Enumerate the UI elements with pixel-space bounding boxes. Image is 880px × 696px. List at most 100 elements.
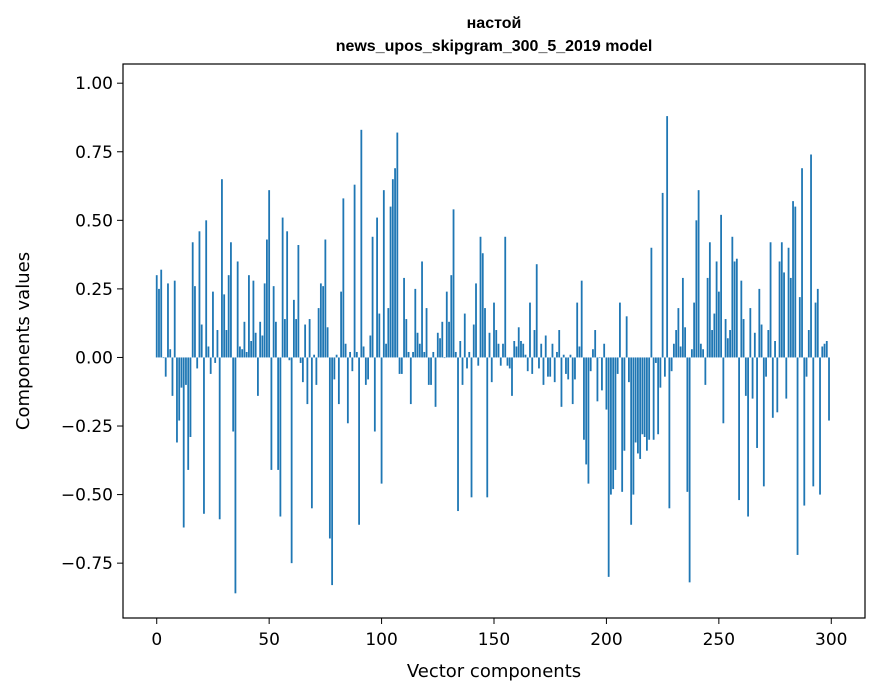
bar-139 — [468, 351, 471, 358]
bar-198 — [601, 357, 603, 391]
bar-243 — [702, 349, 705, 358]
bar-234 — [681, 277, 684, 358]
bar-284 — [794, 206, 797, 358]
bar-24 — [209, 357, 212, 374]
bar-105 — [391, 179, 394, 358]
y-tick-label-6: −0.50 — [61, 486, 113, 506]
bar-156 — [506, 357, 509, 366]
bar-47 — [261, 335, 264, 358]
bar-13 — [185, 357, 187, 385]
bar-64 — [299, 357, 302, 363]
bar-258 — [735, 258, 738, 358]
bar-45 — [257, 357, 259, 396]
bar-288 — [803, 357, 806, 506]
bar-247 — [711, 330, 713, 358]
bar-80 — [335, 354, 338, 358]
bar-135 — [459, 341, 462, 358]
bar-11 — [180, 357, 183, 388]
x-tick-label-5: 250 — [703, 630, 735, 650]
bar-91 — [360, 129, 363, 358]
bar-209 — [625, 316, 628, 358]
bar-66 — [304, 324, 307, 358]
bar-172 — [542, 357, 545, 385]
y-tick-label-7: −0.75 — [61, 554, 113, 574]
bar-202 — [610, 357, 612, 495]
bar-144 — [479, 236, 482, 358]
bar-92 — [362, 346, 365, 358]
bar-61 — [292, 299, 295, 358]
bar-263 — [747, 357, 749, 517]
bar-293 — [814, 302, 817, 358]
bar-195 — [594, 330, 597, 358]
bar-158 — [511, 357, 513, 396]
bar-175 — [549, 357, 552, 377]
bar-8 — [173, 280, 176, 358]
bar-65 — [301, 357, 304, 383]
bar-165 — [526, 357, 529, 372]
bar-99 — [378, 313, 381, 358]
bar-211 — [630, 357, 633, 525]
bar-171 — [540, 343, 543, 358]
bar-14 — [187, 357, 190, 470]
bar-187 — [576, 302, 579, 358]
bar-41 — [248, 275, 250, 358]
bar-137 — [463, 313, 466, 358]
bar-116 — [416, 332, 419, 358]
bar-296 — [821, 346, 824, 358]
bar-227 — [666, 116, 669, 358]
bar-178 — [556, 351, 558, 358]
bar-205 — [616, 357, 619, 374]
x-tick-label-2: 100 — [365, 630, 397, 650]
bar-176 — [551, 343, 554, 358]
bar-110 — [403, 277, 405, 358]
bar-254 — [726, 338, 729, 358]
bar-27 — [216, 330, 219, 358]
bar-182 — [565, 357, 567, 374]
bar-208 — [623, 357, 626, 451]
bar-248 — [713, 313, 716, 358]
x-axis-ticks: 0 50 100 150 200 250 300 — [151, 618, 847, 650]
bar-292 — [812, 357, 815, 487]
bar-3 — [162, 357, 165, 359]
bar-259 — [738, 357, 740, 501]
bar-223 — [657, 357, 660, 435]
bar-170 — [538, 357, 540, 369]
bar-206 — [619, 302, 621, 358]
bar-174 — [547, 357, 549, 377]
bar-4 — [164, 357, 167, 377]
bar-231 — [675, 330, 678, 358]
bar-26 — [214, 357, 217, 363]
bar-85 — [346, 357, 349, 424]
bar-184 — [569, 354, 572, 358]
bar-269 — [760, 324, 763, 358]
bar-270 — [762, 357, 765, 487]
bar-291 — [810, 154, 812, 358]
bar-167 — [531, 357, 534, 374]
bar-33 — [230, 242, 232, 358]
bar-266 — [753, 332, 756, 358]
bar-0 — [155, 275, 158, 358]
bar-90 — [358, 357, 360, 525]
bar-115 — [414, 288, 417, 358]
bar-295 — [819, 357, 821, 495]
bar-252 — [722, 357, 725, 424]
bar-89 — [355, 351, 358, 358]
bar-121 — [427, 357, 430, 385]
bar-199 — [603, 343, 606, 358]
bar-207 — [621, 357, 624, 492]
bar-118 — [421, 261, 423, 358]
bar-112 — [407, 351, 410, 358]
bar-17 — [194, 286, 196, 358]
bar-78 — [331, 357, 334, 586]
bar-256 — [731, 236, 734, 358]
bar-201 — [607, 357, 610, 577]
bar-60 — [290, 357, 293, 564]
bar-143 — [477, 357, 480, 366]
bar-39 — [243, 321, 246, 358]
bar-189 — [580, 280, 583, 358]
bar-117 — [418, 343, 421, 358]
bar-16 — [191, 242, 194, 358]
bar-200 — [605, 357, 608, 410]
bar-84 — [344, 343, 347, 358]
bar-119 — [423, 351, 426, 358]
